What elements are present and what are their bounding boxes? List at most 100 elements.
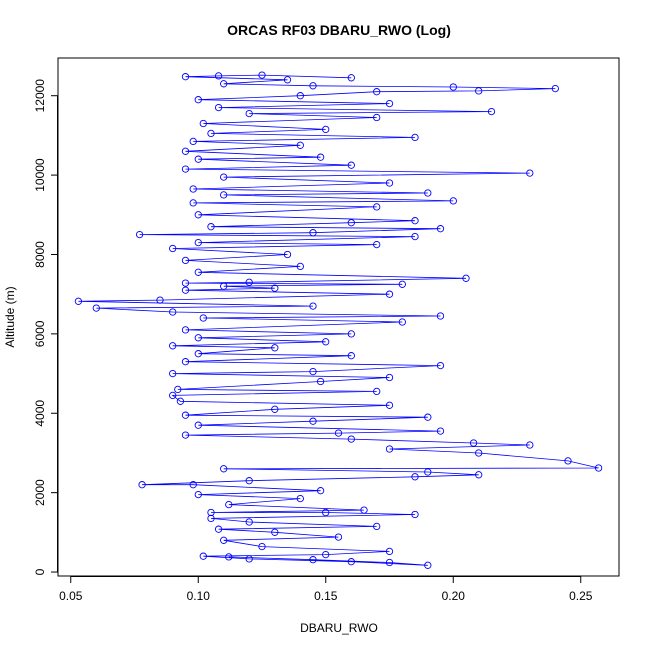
data-point xyxy=(220,282,228,290)
data-point xyxy=(199,119,207,128)
data-point xyxy=(283,250,292,259)
data-point xyxy=(373,113,381,122)
data-point xyxy=(411,510,419,519)
x-tick-label: 0.05 xyxy=(59,589,83,603)
data-point xyxy=(296,141,304,149)
data-point xyxy=(526,441,534,449)
data-point xyxy=(316,487,325,495)
data-point xyxy=(411,473,419,481)
data-point xyxy=(385,179,394,187)
data-point xyxy=(373,240,381,249)
data-point xyxy=(271,344,279,352)
data-point xyxy=(194,238,202,247)
data-point xyxy=(181,279,190,287)
data-point xyxy=(436,427,445,435)
data-point xyxy=(181,147,190,155)
data-point xyxy=(462,274,470,282)
data-point xyxy=(322,508,330,517)
data-point xyxy=(194,350,202,358)
data-point xyxy=(245,109,253,118)
data-point xyxy=(347,161,355,169)
data-point xyxy=(138,481,146,489)
data-point xyxy=(220,173,228,181)
y-tick-label: 6000 xyxy=(33,320,47,347)
data-point xyxy=(411,217,419,225)
data-point xyxy=(424,413,432,421)
data-point xyxy=(194,421,202,429)
x-tick-label: 0.10 xyxy=(187,589,211,603)
data-point xyxy=(174,385,182,394)
data-point xyxy=(135,230,144,239)
data-point xyxy=(169,342,177,350)
data-point xyxy=(385,445,394,453)
data-point xyxy=(220,536,228,544)
x-axis: 0.05 0.10 0.15 0.20 0.25 xyxy=(59,576,593,603)
data-point xyxy=(214,103,223,112)
data-point xyxy=(334,533,343,541)
data-point xyxy=(436,361,445,370)
y-axis-label: Altitude (m) xyxy=(3,286,17,347)
data-point xyxy=(194,211,202,219)
data-point xyxy=(322,338,330,346)
data-point xyxy=(316,377,325,386)
data-point xyxy=(169,308,177,316)
y-tick-label: 8000 xyxy=(33,241,47,268)
data-point xyxy=(194,96,202,104)
y-tick-label: 0 xyxy=(33,568,47,575)
data-point xyxy=(373,387,381,396)
data-point xyxy=(347,219,355,227)
data-point xyxy=(271,405,279,413)
data-point xyxy=(194,490,202,499)
data-point xyxy=(220,80,228,88)
data-point xyxy=(373,203,381,211)
data-point xyxy=(296,92,304,100)
data-point xyxy=(469,439,478,447)
data-point xyxy=(360,506,368,514)
data-point xyxy=(181,256,190,265)
x-tick-label: 0.15 xyxy=(314,589,338,603)
data-point xyxy=(385,290,394,298)
data-point xyxy=(271,284,279,292)
data-point xyxy=(225,500,233,509)
data-point xyxy=(181,431,190,439)
y-tick-label: 12000 xyxy=(33,79,47,113)
data-series xyxy=(74,71,603,569)
data-point xyxy=(258,542,266,551)
data-point xyxy=(322,125,330,134)
data-point xyxy=(424,561,432,569)
data-point xyxy=(181,411,190,419)
data-point xyxy=(296,262,304,271)
data-point xyxy=(189,185,197,193)
chart-title: ORCAS RF03 DBARU_RWO (Log) xyxy=(227,22,451,38)
data-point xyxy=(347,435,355,443)
data-point xyxy=(169,244,177,253)
data-point xyxy=(526,169,534,177)
data-point xyxy=(475,87,483,95)
data-point xyxy=(449,83,457,91)
data-point xyxy=(283,76,292,84)
data-point xyxy=(189,481,197,489)
data-point xyxy=(564,457,572,465)
data-point xyxy=(199,314,207,322)
data-point xyxy=(411,133,419,142)
data-point xyxy=(176,397,185,405)
data-point xyxy=(347,330,355,338)
data-point xyxy=(385,373,394,382)
data-point xyxy=(199,552,207,560)
y-tick-label: 10000 xyxy=(33,158,47,192)
data-point xyxy=(181,326,190,334)
data-point xyxy=(487,107,496,116)
data-point xyxy=(309,82,317,90)
data-point xyxy=(411,232,419,241)
data-point xyxy=(169,369,177,378)
data-point xyxy=(214,72,223,80)
data-point xyxy=(169,391,177,400)
data-point xyxy=(309,417,317,425)
data-point xyxy=(309,229,317,237)
data-point xyxy=(449,197,457,205)
data-point xyxy=(181,73,190,81)
data-point xyxy=(220,465,228,473)
data-point xyxy=(245,278,253,286)
data-point xyxy=(551,84,559,93)
